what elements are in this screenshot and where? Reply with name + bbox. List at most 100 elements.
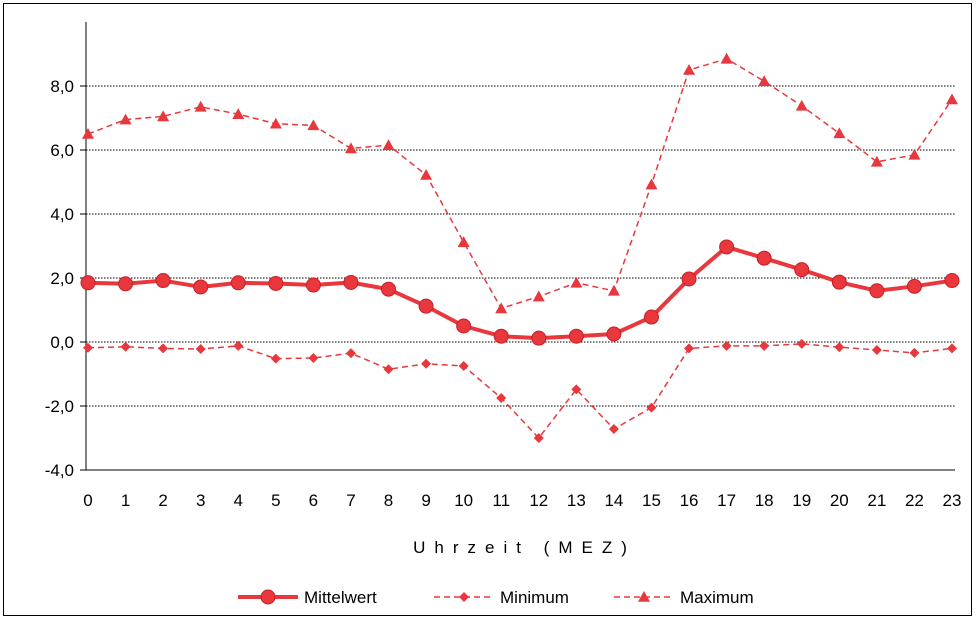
data-point — [268, 275, 284, 291]
x-tick-labels: 0 1 2 3 4 5 6 7 8 9 10 11 12 13 14 15 16 17 18 19 20 21 22 23 — [83, 491, 961, 510]
data-point — [906, 278, 922, 294]
data-point — [119, 113, 132, 125]
data-point — [118, 276, 134, 292]
data-point — [796, 338, 807, 349]
data-point — [307, 119, 320, 131]
data-point — [909, 347, 920, 358]
data-point — [120, 341, 131, 352]
data-point — [495, 302, 508, 314]
data-point — [496, 393, 507, 403]
gridlines — [86, 85, 955, 407]
data-point — [643, 309, 659, 325]
data-point — [531, 330, 547, 346]
series-line — [87, 58, 953, 310]
data-point — [308, 353, 319, 363]
data-point — [458, 361, 469, 371]
data-point — [870, 155, 883, 167]
data-point — [794, 262, 810, 278]
data-point — [269, 117, 282, 129]
x-tick-label: 13 — [567, 491, 586, 510]
data-point — [270, 353, 281, 364]
legend-marker — [638, 591, 650, 602]
x-tick-label: 16 — [680, 491, 699, 510]
data-point — [155, 273, 171, 289]
data-point — [158, 343, 169, 354]
data-point — [758, 75, 771, 86]
y-tick-label: 0,0 — [50, 333, 74, 352]
x-tick-label: 10 — [454, 491, 473, 510]
data-point — [681, 271, 697, 287]
x-tick-label: 21 — [867, 491, 886, 510]
data-point — [646, 402, 657, 413]
data-point — [947, 343, 957, 354]
data-point — [420, 168, 433, 180]
data-point — [571, 384, 582, 395]
data-point — [382, 139, 395, 150]
data-point — [606, 326, 622, 342]
y-tick-label: -2,0 — [45, 397, 74, 416]
y-tick-labels: -4,0 -2,0 0,0 2,0 4,0 6,0 8,0 — [45, 77, 74, 480]
legend-label: Minimum — [500, 588, 569, 607]
data-point — [305, 277, 321, 293]
y-tick-label: -4,0 — [45, 461, 74, 480]
data-point — [833, 127, 846, 139]
data-point — [869, 283, 885, 299]
legend-marker — [260, 589, 276, 605]
data-point — [80, 275, 96, 291]
data-point — [719, 239, 735, 255]
axes — [80, 22, 955, 471]
data-point — [645, 178, 658, 190]
line-chart: -4,0-2,00,02,04,06,08,0 0 1 2 3 4 5 6 7 8 9 10 11 12… — [45, 22, 961, 607]
data-point — [946, 93, 958, 105]
data-point — [83, 342, 93, 353]
data-point — [233, 340, 244, 351]
legend-item-maximum: Maximum — [614, 588, 754, 607]
series-maximum — [82, 52, 958, 314]
data-point — [871, 345, 882, 355]
x-tick-label: 19 — [792, 491, 811, 510]
data-point — [570, 276, 583, 288]
x-tick-label: 12 — [529, 491, 548, 510]
x-tick-label: 15 — [642, 491, 661, 510]
data-point — [383, 364, 394, 375]
data-point — [831, 274, 847, 290]
x-tick-label: 9 — [421, 491, 430, 510]
x-tick-label: 4 — [234, 491, 243, 510]
data-point — [344, 142, 357, 154]
data-point — [381, 281, 397, 297]
series-minimum — [83, 338, 957, 443]
x-tick-label: 1 — [121, 491, 130, 510]
data-point — [157, 110, 170, 122]
x-tick-label: 2 — [158, 491, 167, 510]
data-point — [343, 274, 359, 290]
data-point — [684, 343, 695, 354]
data-point — [607, 284, 620, 296]
series-line — [87, 343, 953, 439]
legend-marker — [459, 592, 469, 602]
data-point — [756, 250, 772, 266]
data-point — [230, 275, 246, 291]
data-point — [532, 290, 545, 302]
data-point — [195, 344, 206, 355]
data-point — [345, 348, 356, 359]
chart-frame: -4,0 -2,0 0,0 2,0 4,0 6,0 8,0 0 1 2 3 4 5 6 7 8 9 10 11 12… — [3, 3, 972, 616]
data-point — [421, 358, 432, 369]
x-tick-label: 7 — [346, 491, 355, 510]
data-point — [721, 340, 732, 351]
data-point — [533, 433, 544, 443]
x-tick-label: 22 — [905, 491, 924, 510]
data-point — [194, 100, 207, 112]
y-tick-label: 8,0 — [50, 77, 74, 96]
x-tick-label: 18 — [755, 491, 774, 510]
x-tick-label: 20 — [830, 491, 849, 510]
legend-item-mittelwert: Mittelwert — [238, 588, 377, 607]
y-tick-label: 2,0 — [50, 269, 74, 288]
data-point — [944, 273, 960, 289]
x-tick-label: 17 — [717, 491, 736, 510]
series-group — [80, 52, 960, 443]
x-tick-label: 23 — [943, 491, 962, 510]
data-point — [456, 318, 472, 334]
x-tick-label: 8 — [384, 491, 393, 510]
x-tick-label: 3 — [196, 491, 205, 510]
legend-label: Maximum — [680, 588, 754, 607]
